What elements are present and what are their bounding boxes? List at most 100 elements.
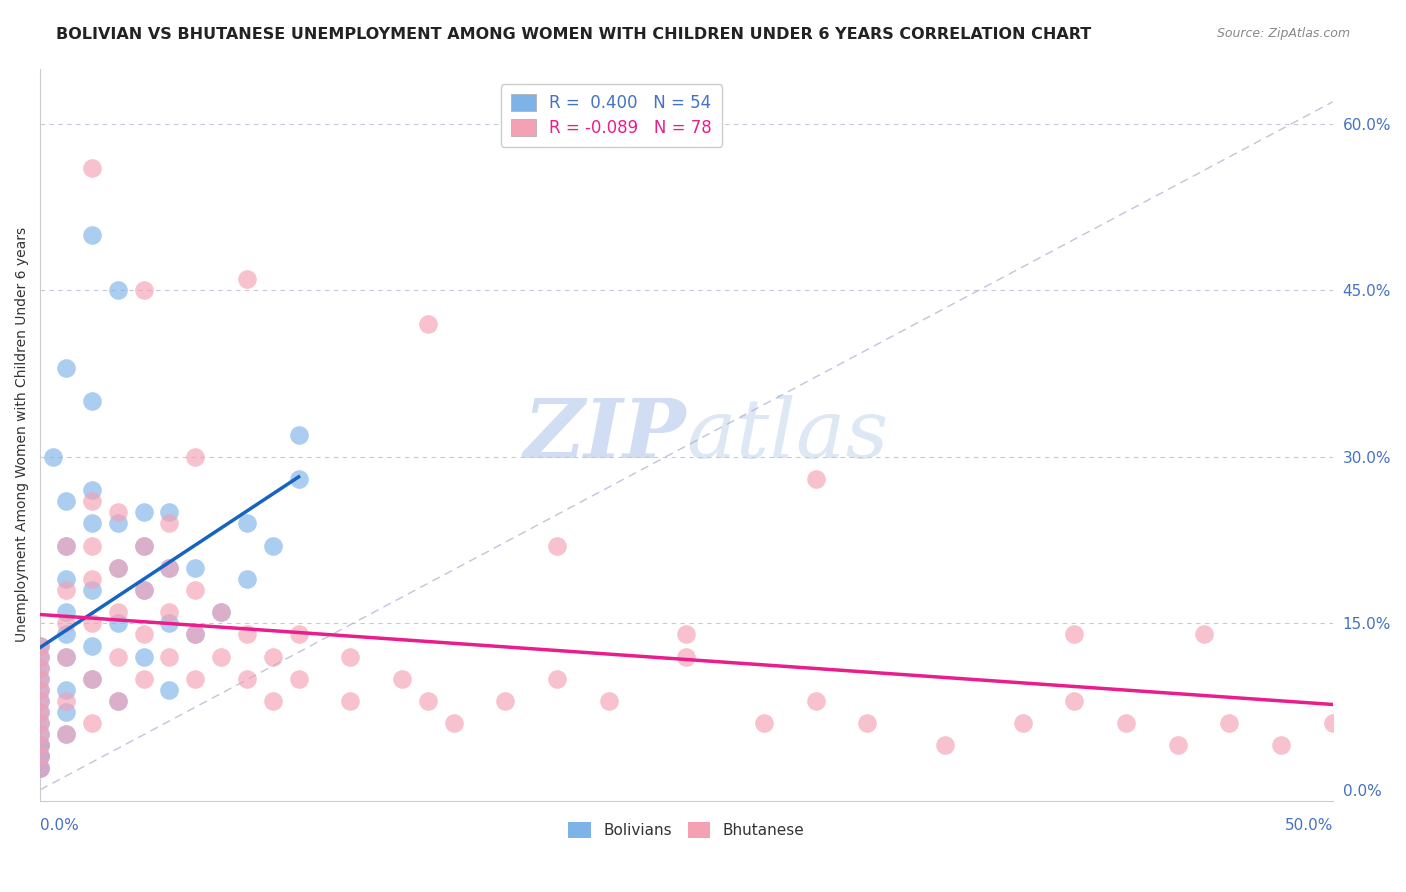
Point [287,672,309,686]
Point [184,672,207,686]
Point [55,494,77,508]
Point [55,705,77,719]
Point [30,672,52,686]
Point [157,561,180,575]
Point [80,227,103,242]
Point [55,616,77,631]
Point [339,649,361,664]
Point [30,749,52,764]
Point [157,516,180,531]
Point [55,582,77,597]
Point [157,649,180,664]
Point [30,639,52,653]
Point [30,682,52,697]
Point [184,627,207,641]
Point [30,749,52,764]
Point [1322,716,1344,731]
Point [107,694,129,708]
Point [80,494,103,508]
Point [598,694,620,708]
Point [184,627,207,641]
Text: 0.0%: 0.0% [41,818,79,832]
Point [30,705,52,719]
Point [80,672,103,686]
Point [132,649,155,664]
Text: 50.0%: 50.0% [1285,818,1333,832]
Point [55,727,77,741]
Point [132,582,155,597]
Text: BOLIVIAN VS BHUTANESE UNEMPLOYMENT AMONG WOMEN WITH CHILDREN UNDER 6 YEARS CORRE: BOLIVIAN VS BHUTANESE UNEMPLOYMENT AMONG… [56,27,1091,42]
Point [209,605,232,619]
Point [132,539,155,553]
Text: atlas: atlas [686,394,889,475]
Point [55,649,77,664]
Point [30,739,52,753]
Point [132,672,155,686]
Point [184,561,207,575]
Point [157,682,180,697]
Point [132,539,155,553]
Point [1063,627,1085,641]
Text: ZIP: ZIP [524,394,686,475]
Point [30,727,52,741]
Point [30,761,52,775]
Point [675,627,697,641]
Point [416,694,439,708]
Point [287,472,309,486]
Point [55,694,77,708]
Point [236,572,259,586]
Point [804,694,827,708]
Point [209,649,232,664]
Point [80,394,103,409]
Point [30,661,52,675]
Point [30,716,52,731]
Point [236,272,259,286]
Point [675,649,697,664]
Point [80,161,103,176]
Point [30,649,52,664]
Point [416,317,439,331]
Point [262,539,284,553]
Point [157,616,180,631]
Point [107,616,129,631]
Point [107,649,129,664]
Point [107,284,129,298]
Point [752,716,775,731]
Point [1011,716,1033,731]
Point [132,505,155,519]
Point [30,649,52,664]
Point [856,716,879,731]
Point [1270,739,1292,753]
Point [1218,716,1240,731]
Point [30,761,52,775]
Legend: Bolivians, Bhutanese: Bolivians, Bhutanese [562,816,810,845]
Point [80,516,103,531]
Point [107,561,129,575]
Point [132,627,155,641]
Point [804,472,827,486]
Point [30,694,52,708]
Point [287,627,309,641]
Point [30,716,52,731]
Point [1167,739,1189,753]
Point [339,694,361,708]
Point [132,582,155,597]
Point [107,694,129,708]
Point [30,761,52,775]
Point [934,739,956,753]
Point [236,516,259,531]
Point [30,661,52,675]
Point [1192,627,1215,641]
Point [184,450,207,464]
Point [495,694,517,708]
Point [80,582,103,597]
Point [30,749,52,764]
Point [157,605,180,619]
Point [30,682,52,697]
Point [55,627,77,641]
Point [30,639,52,653]
Point [236,672,259,686]
Point [80,639,103,653]
Point [80,672,103,686]
Y-axis label: Unemployment Among Women with Children Under 6 years: Unemployment Among Women with Children U… [15,227,30,642]
